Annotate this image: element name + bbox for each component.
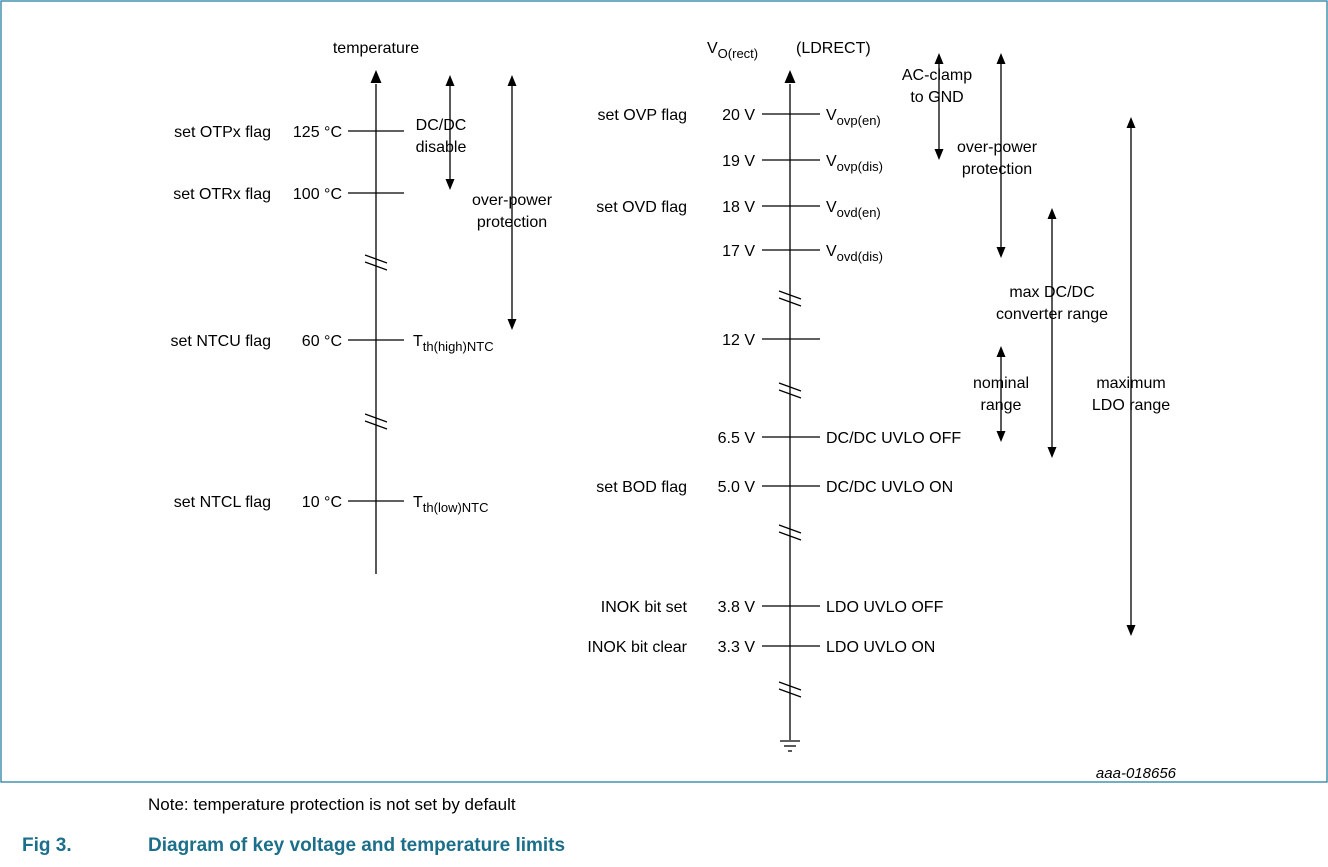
break-stroke — [778, 382, 802, 392]
range-label-temp-over-power-line: protection — [477, 214, 547, 231]
flag-label-ntcu: set NTCU flag — [171, 333, 271, 350]
value-label-19v: 19 V — [722, 153, 755, 170]
arrowhead-down — [934, 149, 944, 160]
arrowhead-down — [996, 431, 1006, 442]
arrowhead-up — [934, 53, 944, 64]
range-label-max-dcdc-line: max DC/DC — [1009, 284, 1094, 301]
footnote: Note: temperature protection is not set … — [148, 795, 516, 814]
value-label-17v: 17 V — [722, 243, 755, 260]
arrowhead-up — [445, 75, 455, 86]
threshold-label-19v: Vovp(dis) — [826, 153, 883, 174]
value-label-20v: 20 V — [722, 107, 755, 124]
value-label-otrx: 100 °C — [293, 186, 342, 203]
arrowhead-up — [1126, 117, 1136, 128]
value-label-18v: 18 V — [722, 199, 755, 216]
figure-reference-id: aaa-018656 — [1096, 765, 1177, 782]
figure-label: Fig 3. — [22, 835, 72, 856]
voltage-axis-arrowhead — [784, 70, 796, 83]
arrowhead-up — [996, 346, 1006, 357]
arrowhead-down — [445, 179, 455, 190]
range-arrow-dcdc-disable — [445, 75, 455, 190]
range-label-dcdc-disable-line: disable — [416, 139, 467, 156]
break-stroke — [778, 389, 802, 399]
value-label-ntcl: 10 °C — [302, 494, 342, 511]
flag-label-18v: set OVD flag — [596, 199, 687, 216]
figure-title: Diagram of key voltage and temperature l… — [148, 835, 566, 856]
range-label-nominal-line: range — [981, 397, 1022, 414]
range-label-nominal-line: nominal — [973, 375, 1029, 392]
threshold-label-ntcu: Tth(high)NTC — [413, 333, 494, 354]
flag-label-otpx: set OTPx flag — [174, 124, 271, 141]
axis-break — [364, 254, 388, 271]
value-label-12v: 12 V — [722, 332, 755, 349]
break-stroke — [364, 413, 388, 423]
range-label-ac-clamp-line: AC-clamp — [902, 67, 972, 84]
axis-break — [778, 290, 802, 307]
flag-label-otrx: set OTRx flag — [173, 186, 271, 203]
arrowhead-down — [507, 319, 517, 330]
arrowhead-up — [996, 53, 1006, 64]
arrowhead-down — [1126, 625, 1136, 636]
threshold-label-3v8: LDO UVLO OFF — [826, 599, 944, 616]
arrowhead-down — [1047, 447, 1057, 458]
break-stroke — [778, 531, 802, 541]
value-label-otpx: 125 °C — [293, 124, 342, 141]
value-label-3v3: 3.3 V — [718, 639, 756, 656]
break-stroke — [364, 420, 388, 430]
axis-break — [778, 382, 802, 399]
range-arrow-temp-over-power — [507, 75, 517, 330]
flag-label-5v0: set BOD flag — [596, 479, 687, 496]
value-label-6v5: 6.5 V — [718, 430, 756, 447]
range-label-max-ldo-line: maximum — [1096, 375, 1165, 392]
threshold-label-6v5: DC/DC UVLO OFF — [826, 430, 961, 447]
range-label-volt-over-power-line: protection — [962, 161, 1032, 178]
threshold-label-ntcl: Tth(low)NTC — [413, 494, 489, 515]
temperature-axis-title: temperature — [333, 40, 419, 57]
range-arrow-ac-clamp — [934, 53, 944, 160]
axis-break — [364, 413, 388, 430]
range-label-max-ldo-line: LDO range — [1092, 397, 1170, 414]
axis-break — [778, 524, 802, 541]
threshold-label-5v0: DC/DC UVLO ON — [826, 479, 953, 496]
break-stroke — [778, 290, 802, 300]
range-label-dcdc-disable-line: DC/DC — [416, 117, 467, 134]
range-label-ac-clamp-line: to GND — [910, 89, 963, 106]
flag-label-20v: set OVP flag — [597, 107, 687, 124]
axis-break — [778, 681, 802, 698]
voltage-axis-title: VO(rect) — [707, 40, 758, 61]
threshold-label-3v3: LDO UVLO ON — [826, 639, 935, 656]
arrowhead-up — [1047, 208, 1057, 219]
range-arrow-volt-over-power — [996, 53, 1006, 258]
arrowhead-down — [996, 247, 1006, 258]
flag-label-ntcl: set NTCL flag — [174, 494, 271, 511]
range-arrow-max-ldo — [1126, 117, 1136, 636]
voltage-axis-tag: (LDRECT) — [796, 40, 871, 57]
threshold-label-20v: Vovp(en) — [826, 107, 881, 128]
threshold-label-18v: Vovd(en) — [826, 199, 881, 220]
break-stroke — [778, 524, 802, 534]
threshold-label-17v: Vovd(dis) — [826, 243, 883, 264]
range-label-max-dcdc-line: converter range — [996, 306, 1108, 323]
value-label-ntcu: 60 °C — [302, 333, 342, 350]
range-label-volt-over-power-line: over-power — [957, 139, 1038, 156]
arrowhead-up — [507, 75, 517, 86]
diagram-border — [0, 0, 1328, 783]
value-label-5v0: 5.0 V — [718, 479, 756, 496]
range-arrow-nominal — [996, 346, 1006, 442]
range-arrow-max-dcdc — [1047, 208, 1057, 458]
break-stroke — [778, 681, 802, 691]
break-stroke — [778, 688, 802, 698]
break-stroke — [778, 297, 802, 307]
break-stroke — [364, 254, 388, 264]
temperature-axis-arrowhead — [370, 70, 382, 83]
range-label-temp-over-power-line: over-power — [472, 192, 553, 209]
flag-label-3v3: INOK bit clear — [587, 639, 687, 656]
flag-label-3v8: INOK bit set — [601, 599, 688, 616]
value-label-3v8: 3.8 V — [718, 599, 756, 616]
break-stroke — [364, 261, 388, 271]
